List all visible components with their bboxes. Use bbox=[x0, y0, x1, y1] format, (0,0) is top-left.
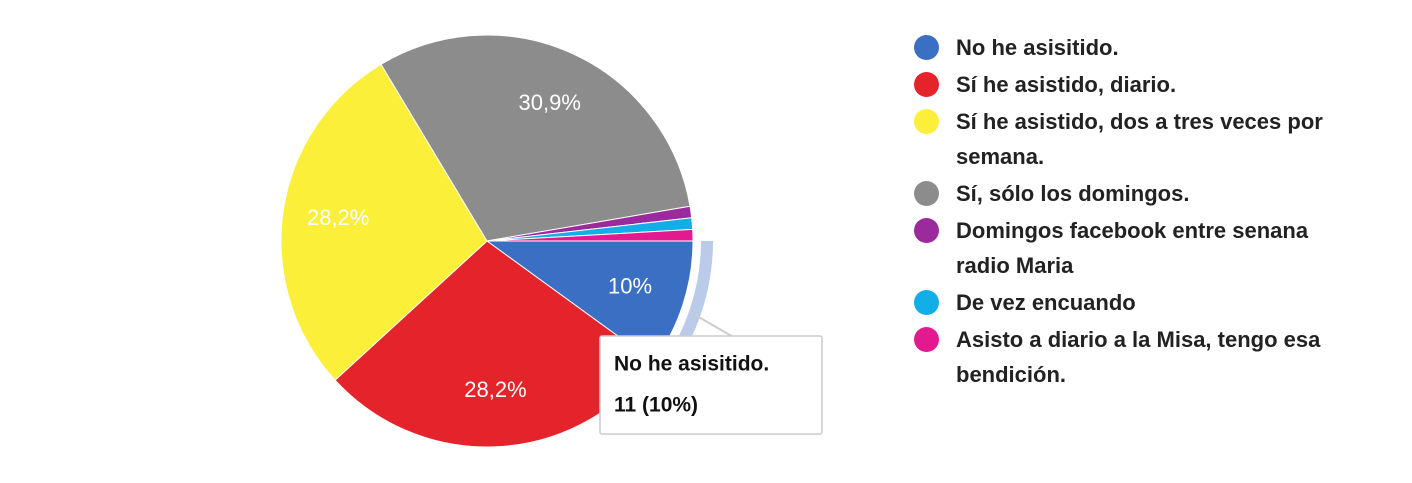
pie-slice bbox=[280, 63, 488, 381]
legend-swatch bbox=[914, 290, 939, 315]
tooltip-value: 11 (10%) bbox=[614, 394, 698, 417]
legend-label: Domingos facebook entre senana radio Mar… bbox=[956, 218, 1309, 278]
legend-swatch bbox=[914, 218, 939, 243]
legend-label: Asisto a diario a la Misa, tengo esa ben… bbox=[956, 327, 1321, 387]
slice-label: 28,2% bbox=[464, 377, 526, 402]
highlight-ring bbox=[660, 241, 713, 374]
legend-label: No he asisitido. bbox=[956, 35, 1119, 60]
legend-item: Asisto a diario a la Misa, tengo esa ben… bbox=[912, 322, 1352, 392]
legend-swatch bbox=[914, 181, 939, 206]
legend: No he asisitido. Sí he asistido, diario. S… bbox=[912, 30, 1352, 394]
pie-slice bbox=[486, 228, 694, 242]
legend-swatch bbox=[914, 327, 939, 352]
slice-label: 30,9% bbox=[519, 90, 581, 115]
legend-swatch bbox=[914, 109, 939, 134]
legend-label: De vez encuando bbox=[956, 290, 1136, 315]
legend-item: Sí he asistido, diario. bbox=[912, 67, 1352, 102]
legend-item: No he asisitido. bbox=[912, 30, 1352, 65]
tooltip-pointer bbox=[689, 311, 736, 339]
legend-swatch bbox=[914, 35, 939, 60]
tooltip-box bbox=[599, 335, 823, 435]
legend-label: Sí, sólo los domingos. bbox=[956, 181, 1190, 206]
slice-label: 10% bbox=[608, 273, 652, 298]
legend-swatch bbox=[914, 72, 939, 97]
legend-item: Domingos facebook entre senana radio Mar… bbox=[912, 213, 1352, 283]
slice-label: 28,2% bbox=[307, 205, 369, 230]
pie-slice bbox=[380, 34, 691, 242]
legend-item: Sí, sólo los domingos. bbox=[912, 176, 1352, 211]
tooltip-title: No he asisitido. bbox=[614, 353, 769, 376]
legend-label: Sí he asistido, dos a tres veces por sem… bbox=[956, 109, 1323, 169]
legend-label: Sí he asistido, diario. bbox=[956, 72, 1177, 97]
legend-item: Sí he asistido, dos a tres veces por sem… bbox=[912, 104, 1352, 174]
legend-item: De vez encuando bbox=[912, 285, 1352, 320]
